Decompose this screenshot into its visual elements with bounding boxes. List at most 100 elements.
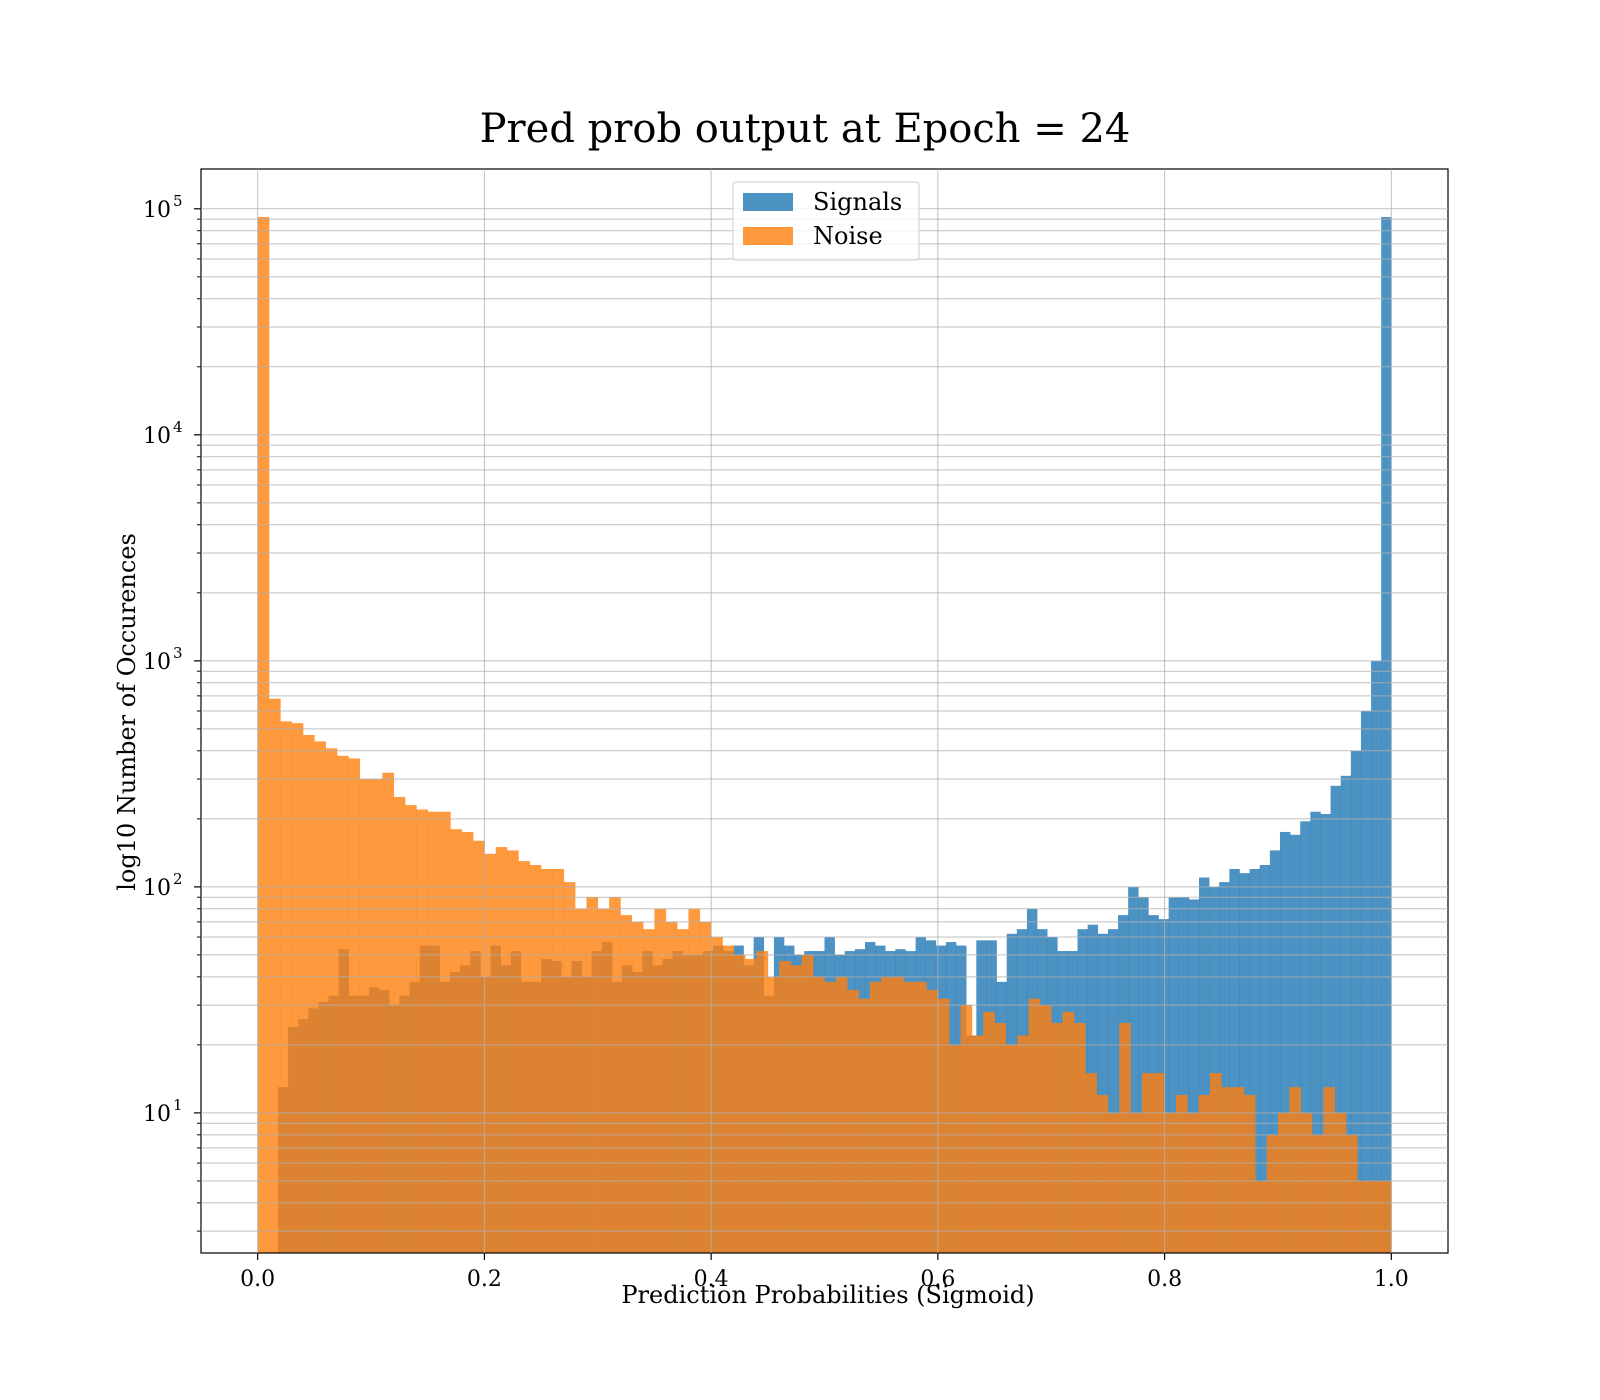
bar-noise-29 xyxy=(586,897,599,1253)
bar-signals-102 xyxy=(1290,834,1301,1253)
bar-signals-93 xyxy=(1199,877,1210,1253)
bar-signals-86 xyxy=(1128,886,1139,1253)
bar-noise-70 xyxy=(1051,1022,1063,1253)
series-noise xyxy=(257,216,1392,1254)
bar-noise-64 xyxy=(983,1011,995,1253)
bar-signals-110 xyxy=(1371,660,1382,1253)
bar-signals-111 xyxy=(1381,216,1392,1254)
y-tick-exponent-3: 4 xyxy=(173,418,183,436)
bar-noise-85 xyxy=(1221,1087,1233,1253)
bar-noise-66 xyxy=(1005,1044,1018,1253)
bar-noise-18 xyxy=(461,831,474,1253)
x-tick-label-4: 0.8 xyxy=(1147,1267,1182,1292)
y-tick-exponent-4: 5 xyxy=(173,192,183,210)
bar-noise-56 xyxy=(892,976,905,1253)
bar-noise-51 xyxy=(835,976,848,1253)
bar-noise-16 xyxy=(439,811,451,1253)
bar-noise-55 xyxy=(881,976,893,1253)
y-tick-label-2: 10 xyxy=(143,650,171,675)
legend-swatch-noise xyxy=(743,227,793,245)
bar-noise-38 xyxy=(688,908,701,1253)
bar-noise-71 xyxy=(1062,1011,1075,1253)
bar-signals-92 xyxy=(1188,899,1200,1253)
bar-noise-36 xyxy=(665,921,678,1253)
y-axis-label: log10 Number of Occurences xyxy=(113,533,141,891)
bar-noise-8 xyxy=(348,758,361,1253)
legend-label-noise: Noise xyxy=(813,222,883,250)
bar-noise-76 xyxy=(1119,1022,1131,1253)
bar-noise-97 xyxy=(1357,1180,1369,1253)
bar-noise-33 xyxy=(631,921,644,1253)
bar-noise-27 xyxy=(563,882,576,1253)
bar-signals-105 xyxy=(1320,814,1331,1253)
bar-noise-53 xyxy=(858,998,871,1253)
bar-noise-1 xyxy=(269,698,281,1253)
bar-noise-43 xyxy=(745,958,757,1253)
bar-signals-100 xyxy=(1269,850,1281,1253)
bar-noise-90 xyxy=(1277,1112,1290,1253)
bar-noise-10 xyxy=(371,779,383,1253)
bar-noise-81 xyxy=(1175,1095,1188,1253)
y-tick-label-4: 10 xyxy=(143,198,171,223)
bar-signals-94 xyxy=(1209,886,1220,1253)
bar-signals-96 xyxy=(1229,868,1240,1253)
bar-noise-87 xyxy=(1243,1095,1256,1253)
bar-noise-89 xyxy=(1266,1134,1279,1253)
bar-signals-97 xyxy=(1239,873,1250,1253)
bar-noise-5 xyxy=(314,741,326,1253)
bar-noise-30 xyxy=(597,908,610,1253)
bar-noise-32 xyxy=(620,915,633,1253)
bar-noise-13 xyxy=(405,805,417,1253)
bar-noise-41 xyxy=(722,945,735,1253)
bar-noise-42 xyxy=(733,954,746,1253)
bar-noise-35 xyxy=(654,908,667,1253)
grid-overlay xyxy=(201,169,1448,1253)
bar-noise-59 xyxy=(926,989,939,1253)
bar-noise-15 xyxy=(427,811,440,1253)
bar-noise-72 xyxy=(1073,1022,1086,1253)
bar-noise-37 xyxy=(677,929,689,1253)
bar-noise-92 xyxy=(1300,1112,1313,1253)
bar-noise-11 xyxy=(382,772,395,1253)
x-tick-label-2: 0.4 xyxy=(694,1267,729,1292)
legend-label-signals: Signals xyxy=(813,188,902,216)
bar-noise-63 xyxy=(971,1035,984,1253)
bar-noise-45 xyxy=(767,976,780,1253)
bar-noise-25 xyxy=(541,868,553,1253)
bar-noise-44 xyxy=(756,951,769,1253)
bar-noise-20 xyxy=(484,853,497,1253)
bar-noise-7 xyxy=(337,755,349,1253)
y-tick-exponent-1: 2 xyxy=(173,870,183,888)
bar-noise-60 xyxy=(937,998,950,1253)
bar-noise-40 xyxy=(711,937,723,1253)
bar-noise-52 xyxy=(847,989,859,1253)
bar-noise-82 xyxy=(1187,1112,1199,1253)
bar-noise-50 xyxy=(824,981,837,1253)
bar-noise-28 xyxy=(575,908,587,1253)
bar-signals-84 xyxy=(1107,929,1119,1253)
bar-noise-19 xyxy=(473,840,485,1253)
bar-noise-47 xyxy=(790,965,803,1253)
bar-noise-99 xyxy=(1379,1180,1392,1253)
bar-noise-86 xyxy=(1232,1087,1245,1253)
x-axis-label: Prediction Probabilities (Sigmoid) xyxy=(621,1281,1034,1309)
bar-noise-48 xyxy=(801,954,814,1253)
bar-signals-83 xyxy=(1097,933,1109,1253)
bar-signals-103 xyxy=(1300,821,1311,1253)
bar-noise-91 xyxy=(1289,1087,1301,1253)
bar-noise-39 xyxy=(699,921,712,1253)
bar-noise-65 xyxy=(994,1022,1007,1253)
bar-noise-3 xyxy=(291,723,304,1253)
bar-signals-104 xyxy=(1310,811,1321,1253)
bar-noise-34 xyxy=(643,929,655,1253)
bar-noise-49 xyxy=(813,976,825,1253)
bar-noise-0 xyxy=(257,216,270,1254)
bar-signals-101 xyxy=(1279,831,1291,1253)
axes xyxy=(200,168,1449,1254)
bar-noise-58 xyxy=(915,981,927,1253)
bar-noise-21 xyxy=(495,847,508,1253)
bar-noise-22 xyxy=(507,850,519,1253)
bar-signals-90 xyxy=(1168,897,1180,1253)
bar-noise-94 xyxy=(1323,1087,1335,1253)
